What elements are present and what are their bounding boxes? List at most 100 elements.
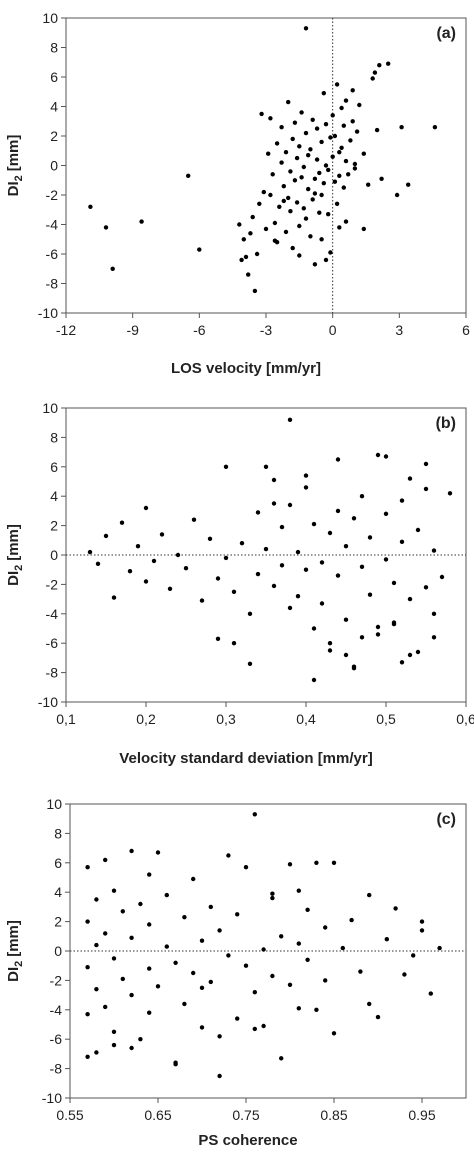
data-point [138, 1037, 143, 1042]
data-point [330, 154, 335, 159]
data-point [252, 1026, 257, 1032]
y-axis-title-subscript: 2 [13, 565, 25, 571]
data-point [351, 666, 357, 671]
data-point [327, 648, 333, 653]
data-point [352, 161, 358, 167]
data-point [151, 558, 157, 564]
data-point [437, 945, 442, 951]
data-point [292, 178, 298, 183]
data-point [283, 229, 289, 235]
data-point [306, 153, 311, 158]
data-point [431, 611, 437, 616]
x-tick-label: 0.65 [144, 1107, 171, 1123]
data-point [290, 136, 295, 142]
data-point [199, 1025, 205, 1030]
data-point [270, 891, 275, 896]
data-point [350, 119, 355, 124]
data-point [143, 579, 149, 584]
data-point [423, 486, 429, 492]
data-point [286, 99, 291, 105]
data-point [375, 1014, 381, 1020]
data-point [330, 113, 335, 118]
data-point [197, 247, 202, 252]
data-point [243, 865, 249, 870]
data-point [167, 586, 173, 591]
data-point [246, 272, 251, 277]
data-point [94, 942, 99, 948]
data-point [103, 1004, 108, 1010]
data-point [310, 197, 315, 202]
data-point [393, 906, 398, 911]
data-point [208, 979, 213, 985]
data-point [331, 1031, 337, 1036]
x-tick-label: 0 [329, 322, 337, 338]
x-tick-label: 6 [462, 322, 470, 338]
data-point [143, 505, 149, 511]
data-point [323, 257, 329, 263]
data-point [431, 548, 437, 553]
data-point [321, 91, 326, 96]
data-point [217, 1034, 222, 1039]
data-point [383, 511, 389, 516]
data-point [343, 98, 349, 103]
data-point [303, 485, 309, 490]
data-point [175, 552, 181, 558]
x-tick-label: 0.75 [232, 1107, 259, 1123]
data-point [327, 530, 333, 536]
data-point [129, 848, 134, 854]
data-point [139, 219, 144, 224]
data-point [352, 166, 358, 171]
data-point [186, 173, 191, 178]
x-tick-label: 3 [395, 322, 403, 338]
data-point [164, 892, 169, 898]
x-tick-label: 0.95 [408, 1107, 435, 1123]
data-point [94, 987, 99, 992]
data-point [182, 1001, 187, 1007]
data-point [208, 904, 213, 910]
y-tick-label: 0 [50, 158, 58, 174]
y-axis-title: DI2 [mm] [5, 524, 25, 586]
data-point [399, 660, 405, 665]
data-point [94, 897, 99, 902]
data-point [287, 417, 293, 422]
panel-label: (c) [436, 811, 456, 828]
data-point [361, 226, 366, 232]
y-tick-label: 2 [54, 914, 62, 930]
data-point [314, 157, 320, 162]
data-point [271, 477, 277, 483]
data-point [311, 626, 317, 631]
data-point [159, 532, 165, 537]
data-point [326, 212, 331, 217]
data-point [173, 1060, 178, 1065]
data-point [439, 574, 445, 580]
data-point [372, 70, 378, 75]
x-tick-label: 0.85 [320, 1107, 347, 1123]
data-point [312, 191, 318, 196]
data-point [308, 234, 313, 239]
data-point [279, 524, 285, 530]
data-point [319, 237, 324, 242]
y-tick-label: -8 [46, 276, 59, 292]
data-point [111, 888, 117, 893]
data-point [270, 172, 275, 177]
data-point [263, 464, 269, 469]
data-point [261, 947, 266, 952]
data-point [407, 652, 413, 658]
data-point [311, 521, 317, 527]
data-point [343, 219, 349, 224]
panel-label: (b) [436, 415, 456, 432]
data-point [428, 991, 433, 996]
data-point [243, 963, 249, 968]
data-point [270, 895, 275, 901]
data-point [191, 517, 197, 522]
x-tick-label: 0,2 [136, 711, 156, 727]
data-point [335, 508, 341, 514]
data-point [207, 536, 213, 541]
data-point [271, 501, 277, 506]
y-axis-title-unit: [mm] [5, 524, 22, 561]
data-point [348, 138, 353, 143]
data-point [281, 198, 286, 204]
data-point [305, 957, 310, 962]
x-tick-label: -9 [126, 322, 139, 338]
